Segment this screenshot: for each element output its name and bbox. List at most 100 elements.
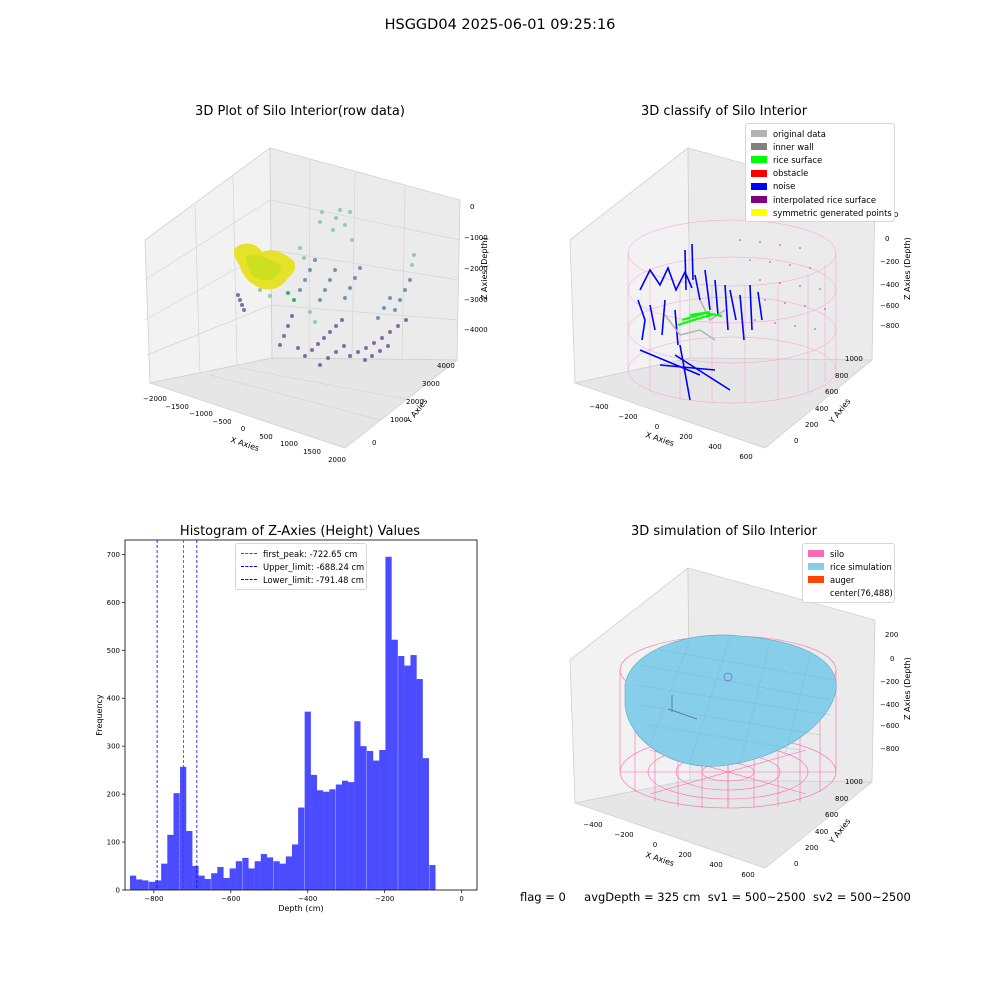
sv1-value: sv1 = 500~2500 bbox=[707, 890, 806, 904]
simulation-ztick: 0 bbox=[890, 655, 894, 663]
classify-xtick: −400 bbox=[589, 403, 608, 411]
histogram-bar bbox=[304, 711, 311, 890]
legend-label: inner wall bbox=[773, 141, 814, 152]
histogram-ylabel: Frequency bbox=[95, 694, 104, 736]
simulation-xtick: −400 bbox=[583, 821, 602, 829]
simulation-xtick: −200 bbox=[614, 831, 633, 839]
legend-label: noise bbox=[773, 181, 796, 192]
rice-simulation-surface bbox=[624, 634, 837, 767]
classify-ztick: −600 bbox=[880, 302, 899, 310]
raw-ytick: 1000 bbox=[390, 416, 408, 424]
x-tick-label: −600 bbox=[221, 895, 240, 903]
raw-xlabel: X Axies bbox=[229, 435, 260, 453]
legend-swatch bbox=[751, 169, 767, 177]
simulation-ztick: −600 bbox=[880, 722, 899, 730]
legend-label: Lower_limit: -791.48 cm bbox=[263, 574, 364, 585]
raw-xtick: 500 bbox=[259, 433, 272, 441]
noise-points bbox=[637, 243, 763, 401]
classify-ztick: 0 bbox=[885, 235, 889, 243]
flag-value: flag = 0 bbox=[520, 890, 566, 904]
legend-label: obstacle bbox=[773, 168, 809, 179]
classify-legend: original data inner wall rice surface ob… bbox=[745, 123, 895, 223]
legend-item-symmetric-generated-points: symmetric generated points bbox=[751, 206, 892, 219]
legend-label: silo bbox=[830, 548, 845, 559]
legend-item-inner-wall: inner wall bbox=[751, 140, 889, 153]
legend-label: original data bbox=[773, 128, 826, 139]
raw-ztick: −2000 bbox=[464, 265, 488, 273]
raw-xtick: −1000 bbox=[189, 410, 213, 418]
histogram-bar bbox=[348, 782, 355, 890]
classify-ytick: 600 bbox=[825, 388, 838, 396]
legend-swatch bbox=[751, 143, 767, 151]
histogram-bar bbox=[379, 750, 386, 890]
histogram-bar bbox=[391, 639, 398, 890]
legend-label: interpolated rice surface bbox=[773, 194, 876, 205]
simulation-ztick: −800 bbox=[880, 745, 899, 753]
y-tick-label: 700 bbox=[107, 551, 120, 559]
classify-xtick: 200 bbox=[679, 433, 692, 441]
legend-item-upper-limit: Upper_limit: -688.24 cm bbox=[241, 560, 365, 573]
raw-ytick: 0 bbox=[372, 439, 376, 447]
legend-item-obstacle: obstacle bbox=[751, 167, 889, 180]
histogram-bar bbox=[398, 656, 405, 890]
histogram-bar bbox=[235, 861, 243, 890]
raw-xtick: 1500 bbox=[303, 448, 321, 456]
legend-item-lower-limit: Lower_limit: -791.48 cm bbox=[241, 573, 364, 586]
legend-item-first-peak: first_peak: -722.65 cm bbox=[241, 547, 361, 560]
simulation-ztick: −400 bbox=[880, 701, 899, 709]
histogram-bar bbox=[155, 880, 162, 890]
y-tick-label: 500 bbox=[107, 647, 120, 655]
y-tick-label: 600 bbox=[107, 599, 120, 607]
legend-label: auger bbox=[830, 574, 855, 585]
y-tick-label: 200 bbox=[107, 791, 120, 799]
y-tick-label: 300 bbox=[107, 743, 120, 751]
classify-xtick: −200 bbox=[618, 413, 637, 421]
histogram-y-ticks: 0 100 200 300 400 500 600 700 bbox=[107, 551, 125, 895]
legend-label: center(76,488) bbox=[830, 588, 893, 599]
classify-ztick: −200 bbox=[880, 258, 899, 266]
legend-item-auger: auger bbox=[808, 573, 889, 586]
histogram-bar bbox=[404, 665, 411, 890]
y-tick-label: 400 bbox=[107, 695, 120, 703]
histogram-bar bbox=[136, 879, 143, 890]
histogram-bar bbox=[173, 793, 180, 890]
simulation-ytick: 1000 bbox=[845, 778, 863, 786]
histogram-bar bbox=[167, 834, 174, 890]
histogram-x-ticks: −800 −600 −400 −200 0 bbox=[144, 890, 464, 903]
rice-surface-points bbox=[677, 311, 723, 326]
histogram-bar bbox=[223, 878, 230, 890]
histogram-bar bbox=[248, 868, 255, 890]
raw-xtick: −1500 bbox=[165, 403, 189, 411]
histogram-bar bbox=[229, 868, 236, 890]
histogram-bar bbox=[192, 866, 199, 890]
legend-dash-blue bbox=[241, 566, 257, 568]
histogram-xlabel: Depth (cm) bbox=[278, 904, 323, 913]
legend-dash-blue bbox=[241, 579, 257, 581]
histogram-bar bbox=[341, 780, 349, 890]
histogram-bar bbox=[186, 831, 193, 890]
histogram-bar bbox=[323, 791, 330, 890]
legend-label: rice simulation bbox=[830, 561, 892, 572]
legend-label: rice surface bbox=[773, 154, 823, 165]
raw-ztick: 0 bbox=[470, 203, 474, 211]
histogram-bar bbox=[310, 774, 318, 890]
legend-item-rice-simulation: rice simulation bbox=[808, 560, 892, 573]
raw-ytick: 2000 bbox=[406, 398, 424, 406]
simulation-plot-title: 3D simulation of Silo Interior bbox=[631, 524, 817, 539]
raw-xtick: −500 bbox=[212, 418, 231, 426]
classify-xlabel: X Axies bbox=[644, 430, 675, 448]
legend-label: symmetric generated points bbox=[773, 207, 892, 218]
simulation-ytick: 800 bbox=[835, 795, 848, 803]
histogram-bar bbox=[366, 750, 374, 890]
histogram-bar bbox=[385, 556, 392, 890]
legend-item-original-data: original data bbox=[751, 127, 889, 140]
histogram-bar bbox=[266, 857, 274, 890]
x-tick-label: −200 bbox=[375, 895, 394, 903]
legend-label: first_peak: -722.65 cm bbox=[263, 548, 358, 559]
legend-label: Upper_limit: -688.24 cm bbox=[263, 561, 365, 572]
histogram-bar bbox=[180, 766, 187, 890]
x-tick-label: −400 bbox=[298, 895, 317, 903]
histogram-bars bbox=[130, 556, 436, 890]
legend-swatch bbox=[751, 209, 767, 217]
legend-item-noise: noise bbox=[751, 180, 889, 193]
